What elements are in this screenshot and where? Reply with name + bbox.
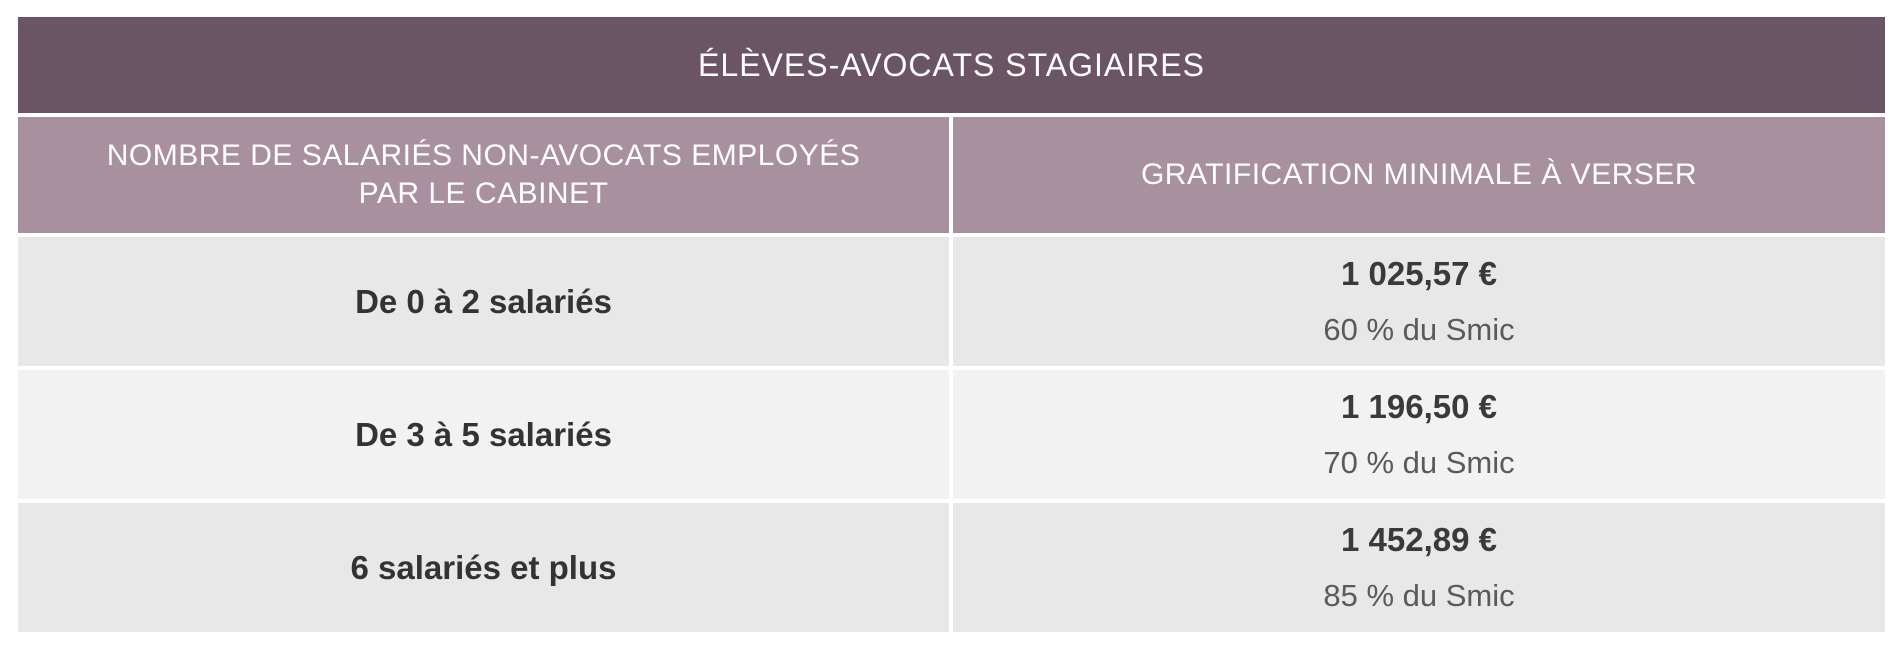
header-gratification: GRATIFICATION MINIMALE À VERSER bbox=[953, 117, 1885, 233]
smic-percent: 85 % du Smic bbox=[1323, 577, 1515, 613]
amount-value: 1 025,57 € bbox=[1341, 254, 1497, 292]
smic-percent: 60 % du Smic bbox=[1323, 311, 1515, 347]
range-cell: 6 salariés et plus bbox=[18, 503, 949, 632]
header-employee-count: NOMBRE DE SALARIÉS NON-AVOCATS EMPLOYÉS … bbox=[18, 117, 949, 233]
amount-value: 1 452,89 € bbox=[1341, 520, 1497, 558]
gratification-table: ÉLÈVES-AVOCATS STAGIAIRES NOMBRE DE SALA… bbox=[18, 17, 1885, 636]
amount-cell: 1 196,50 € 70 % du Smic bbox=[953, 370, 1885, 499]
table-row: De 0 à 2 salariés 1 025,57 € 60 % du Smi… bbox=[18, 237, 1885, 366]
amount-value: 1 196,50 € bbox=[1341, 387, 1497, 425]
header-employee-count-line1: NOMBRE DE SALARIÉS NON-AVOCATS EMPLOYÉS bbox=[106, 139, 861, 172]
table-row: 6 salariés et plus 1 452,89 € 85 % du Sm… bbox=[18, 503, 1885, 632]
header-gratification-text: GRATIFICATION MINIMALE À VERSER bbox=[1140, 158, 1698, 191]
smic-percent: 70 % du Smic bbox=[1323, 444, 1515, 480]
table-title-text: ÉLÈVES-AVOCATS STAGIAIRES bbox=[698, 46, 1205, 83]
header-employee-count-line2: PAR LE CABINET bbox=[358, 177, 609, 210]
range-cell: De 3 à 5 salariés bbox=[18, 370, 949, 499]
range-label: De 3 à 5 salariés bbox=[355, 415, 612, 453]
table-row: De 3 à 5 salariés 1 196,50 € 70 % du Smi… bbox=[18, 370, 1885, 499]
amount-cell: 1 025,57 € 60 % du Smic bbox=[953, 237, 1885, 366]
range-label: De 0 à 2 salariés bbox=[355, 282, 612, 320]
amount-cell: 1 452,89 € 85 % du Smic bbox=[953, 503, 1885, 632]
table-header-row: NOMBRE DE SALARIÉS NON-AVOCATS EMPLOYÉS … bbox=[18, 117, 1885, 233]
table-title: ÉLÈVES-AVOCATS STAGIAIRES bbox=[18, 17, 1885, 113]
range-label: 6 salariés et plus bbox=[350, 548, 617, 586]
range-cell: De 0 à 2 salariés bbox=[18, 237, 949, 366]
